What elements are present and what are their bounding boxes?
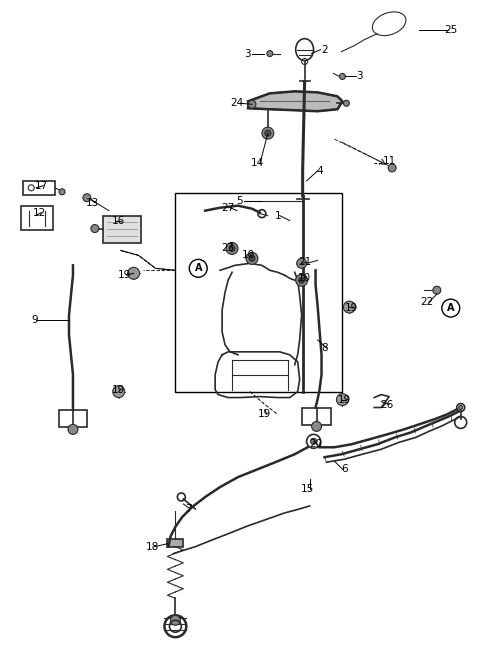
Text: 6: 6 bbox=[341, 464, 348, 474]
Circle shape bbox=[226, 242, 238, 255]
Text: 20: 20 bbox=[309, 439, 322, 449]
Text: 18: 18 bbox=[146, 542, 159, 551]
Circle shape bbox=[229, 246, 235, 251]
Text: 19: 19 bbox=[112, 385, 125, 395]
Circle shape bbox=[343, 301, 355, 313]
Text: 19: 19 bbox=[345, 303, 358, 313]
Circle shape bbox=[83, 194, 91, 202]
Circle shape bbox=[297, 259, 307, 268]
Text: 27: 27 bbox=[221, 203, 235, 213]
Circle shape bbox=[128, 268, 140, 279]
Circle shape bbox=[267, 51, 273, 56]
Circle shape bbox=[113, 386, 125, 398]
Circle shape bbox=[68, 424, 78, 434]
Circle shape bbox=[248, 100, 256, 108]
Bar bbox=[103, 216, 141, 244]
Bar bbox=[175, 192, 342, 391]
Bar bbox=[59, 410, 87, 428]
Circle shape bbox=[388, 164, 396, 172]
Text: 17: 17 bbox=[35, 181, 48, 191]
Text: 9: 9 bbox=[31, 315, 37, 325]
Text: 23: 23 bbox=[221, 244, 235, 253]
Text: 19: 19 bbox=[258, 410, 272, 419]
Text: 26: 26 bbox=[381, 400, 394, 410]
Circle shape bbox=[312, 421, 322, 432]
Circle shape bbox=[249, 255, 255, 261]
Circle shape bbox=[339, 73, 346, 80]
Text: 2: 2 bbox=[321, 45, 328, 54]
Text: 8: 8 bbox=[321, 343, 328, 353]
Text: 3: 3 bbox=[356, 71, 362, 82]
Text: 5: 5 bbox=[237, 196, 243, 205]
Bar bbox=[168, 538, 183, 547]
Text: 4: 4 bbox=[316, 166, 323, 176]
Text: 24: 24 bbox=[230, 98, 244, 108]
Text: 13: 13 bbox=[86, 198, 99, 208]
Circle shape bbox=[59, 189, 65, 195]
Circle shape bbox=[296, 274, 308, 286]
Circle shape bbox=[262, 127, 274, 139]
Circle shape bbox=[91, 225, 99, 233]
Text: A: A bbox=[447, 303, 455, 313]
Text: 16: 16 bbox=[112, 216, 125, 226]
Circle shape bbox=[311, 438, 316, 445]
Text: 19: 19 bbox=[338, 395, 351, 404]
Bar bbox=[21, 205, 53, 229]
Text: 21: 21 bbox=[298, 257, 311, 268]
Text: 3: 3 bbox=[245, 49, 251, 58]
Text: 7: 7 bbox=[185, 504, 192, 514]
Text: A: A bbox=[194, 263, 202, 273]
Text: 14: 14 bbox=[251, 158, 264, 168]
Text: 1: 1 bbox=[275, 211, 281, 220]
Circle shape bbox=[343, 100, 349, 106]
Text: 15: 15 bbox=[301, 484, 314, 494]
Circle shape bbox=[265, 130, 271, 136]
Text: 12: 12 bbox=[33, 207, 46, 218]
Circle shape bbox=[170, 616, 180, 625]
Circle shape bbox=[299, 277, 305, 283]
Circle shape bbox=[433, 286, 441, 294]
Polygon shape bbox=[248, 91, 342, 111]
Bar bbox=[23, 181, 55, 195]
Bar bbox=[301, 408, 332, 425]
Circle shape bbox=[336, 393, 348, 406]
Text: 25: 25 bbox=[444, 25, 457, 35]
Text: 19: 19 bbox=[118, 270, 132, 281]
Circle shape bbox=[459, 406, 463, 410]
Text: 11: 11 bbox=[383, 156, 396, 166]
Text: 10: 10 bbox=[241, 250, 254, 260]
Text: 10: 10 bbox=[298, 273, 311, 283]
Text: 22: 22 bbox=[420, 297, 433, 307]
Circle shape bbox=[246, 253, 258, 264]
